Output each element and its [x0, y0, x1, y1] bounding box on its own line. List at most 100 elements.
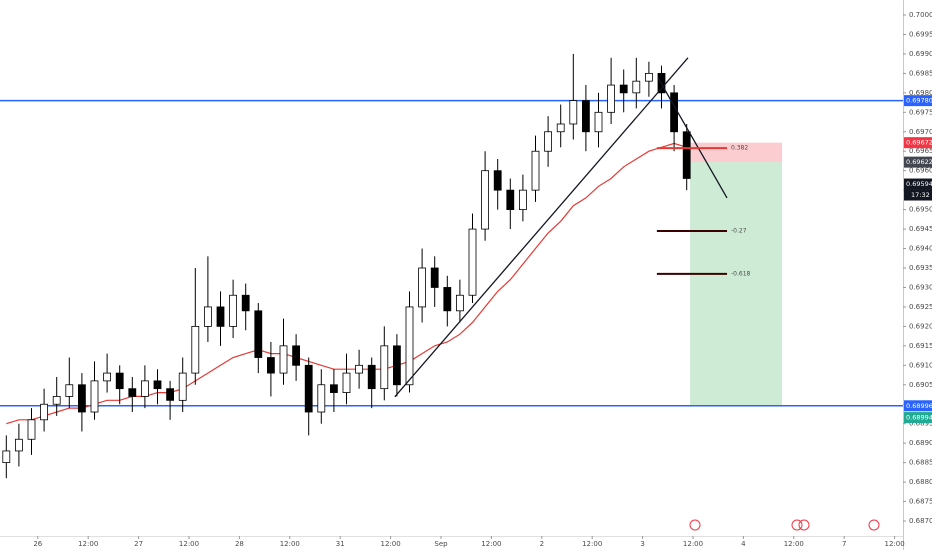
x-tick-label: 12:00 — [179, 540, 199, 548]
line-price-label-box — [904, 95, 932, 107]
candle-body — [607, 84, 615, 113]
trendline — [394, 57, 689, 398]
candle-body — [481, 170, 490, 230]
line-price-label: 0.69780 — [906, 97, 932, 105]
candle-body — [569, 100, 578, 125]
candle-body — [140, 380, 149, 397]
x-tick-label: 7 — [842, 540, 846, 548]
x-tick-label: 3 — [640, 540, 644, 548]
x-tick-label: 12:00 — [885, 540, 905, 548]
event-icons — [689, 519, 880, 531]
candle-body — [115, 372, 124, 390]
x-tick-label: 4 — [741, 540, 746, 548]
candle-body — [493, 170, 502, 191]
x-tick-label: 12:00 — [78, 540, 98, 548]
candle-body — [367, 364, 376, 390]
candle-body — [556, 123, 565, 133]
candle-body — [128, 388, 137, 397]
price-label-sub-box — [904, 189, 932, 201]
price-label-box — [904, 412, 932, 424]
candle-body — [279, 345, 288, 374]
candle-body — [14, 438, 23, 452]
candle-body — [443, 287, 452, 312]
x-tick-label: 12:00 — [481, 540, 501, 548]
y-tick-label: 0.70000 — [909, 11, 932, 19]
event-icon — [868, 519, 880, 531]
candle-body — [455, 294, 464, 312]
x-tick-label: 2 — [540, 540, 544, 548]
candle-body — [392, 345, 401, 386]
candle-body — [632, 80, 641, 94]
candle-body — [355, 364, 364, 374]
candle-body — [27, 419, 36, 440]
candle-body — [292, 345, 301, 366]
candle-body — [519, 189, 527, 211]
candle-body — [229, 294, 238, 327]
candle-body — [266, 357, 275, 374]
candle-body — [405, 306, 414, 386]
candle-body — [418, 267, 427, 308]
candle-body — [203, 306, 212, 327]
candle-body — [153, 380, 162, 390]
price-label: 0.68994 — [906, 414, 932, 422]
candle-body — [329, 384, 338, 393]
x-tick-label: Sep — [434, 540, 448, 548]
candle-body — [65, 384, 74, 397]
candle-body — [544, 131, 552, 152]
candle-body — [216, 306, 225, 327]
x-tick-label: 12:00 — [381, 540, 401, 548]
event-icon — [798, 519, 810, 531]
event-icon — [689, 519, 701, 531]
price-label-sub: 17:32 — [911, 191, 930, 199]
price-label-box — [904, 137, 932, 149]
candle-body — [304, 364, 313, 413]
candle-body — [619, 84, 628, 94]
candle-body — [78, 384, 86, 413]
candle-body — [430, 267, 439, 288]
x-tick-label: 26 — [33, 540, 42, 548]
candle-body — [254, 310, 263, 358]
fib-label: 0.382 — [731, 145, 748, 152]
target-zone — [690, 162, 783, 406]
candle-body — [191, 325, 200, 374]
x-tick-label: 12:00 — [683, 540, 703, 548]
candle-body — [582, 100, 590, 133]
line-price-label-box — [904, 400, 932, 412]
price-label: 0.69594 — [906, 180, 932, 188]
fib-label: -0.618 — [731, 270, 751, 277]
event-icon — [791, 519, 803, 531]
candle-body — [166, 388, 175, 401]
x-tick-label: 12:00 — [582, 540, 602, 548]
x-tick-label: 12:00 — [280, 540, 300, 548]
candle-body — [317, 384, 326, 413]
trendline — [657, 77, 728, 199]
candle-body — [52, 396, 61, 405]
candle-body — [178, 372, 187, 401]
x-tick-label: 28 — [235, 540, 244, 548]
x-tick-label: 31 — [336, 540, 345, 548]
candle-body — [2, 450, 11, 464]
price-label: 0.69672 — [906, 139, 932, 147]
